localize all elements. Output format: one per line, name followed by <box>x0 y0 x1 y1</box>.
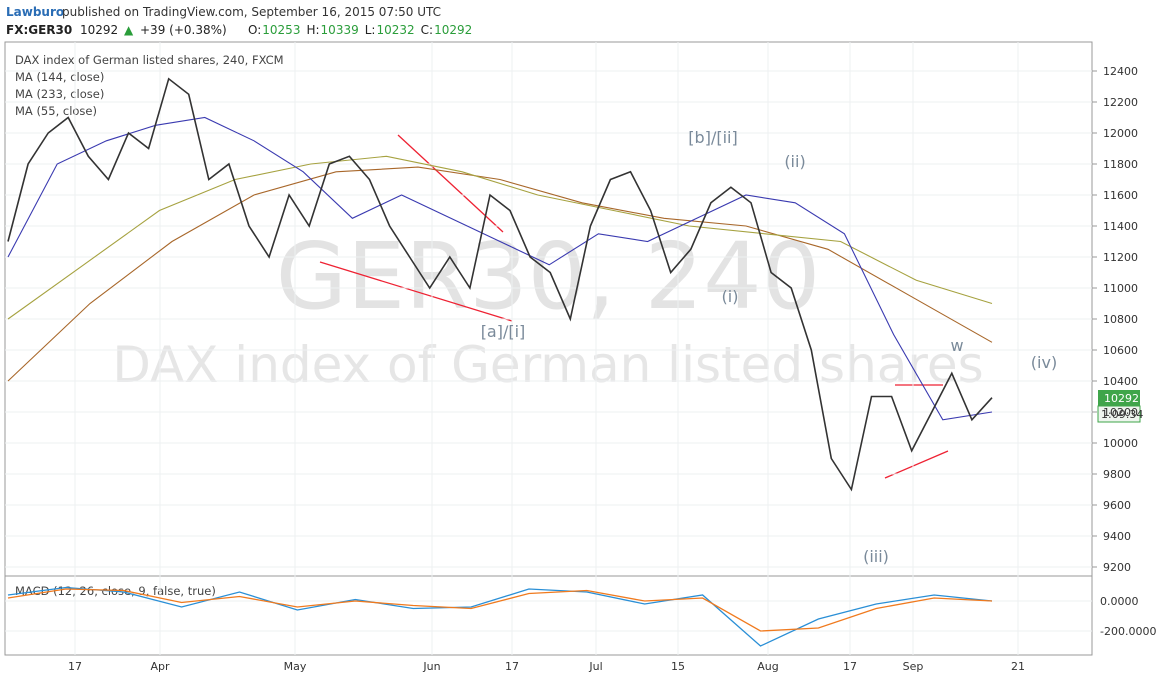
y-tick-label: 9600 <box>1103 499 1131 512</box>
y-tick-label: 12000 <box>1103 127 1138 140</box>
macd-tick-label: -200.0000 <box>1100 625 1156 638</box>
series-line <box>7 116 993 421</box>
wave-label: (iv) <box>1031 353 1057 372</box>
x-tick-label: 21 <box>1011 660 1025 673</box>
watermark-description: DAX index of German listed shares <box>112 336 983 394</box>
series-line <box>7 588 993 632</box>
x-tick-label: Aug <box>757 660 778 673</box>
x-tick-label: May <box>284 660 307 673</box>
symbol: FX:GER30 <box>6 23 72 37</box>
wave-label: (iii) <box>863 547 889 566</box>
author[interactable]: Lawburo <box>6 5 64 19</box>
y-tick-label: 11400 <box>1103 220 1138 233</box>
x-tick-label: Sep <box>903 660 924 673</box>
ohlc-label: O: <box>248 23 261 37</box>
ohlc-label: C: <box>421 23 433 37</box>
x-tick-label: 17 <box>843 660 857 673</box>
wave-label: (ii) <box>784 152 805 171</box>
timer-tag <box>1097 405 1141 423</box>
y-tick-label: 10400 <box>1103 375 1138 388</box>
series-line <box>7 166 993 382</box>
legend-item: MA (55, close) <box>15 104 97 118</box>
arrow: ▲ <box>124 23 134 37</box>
ohlc-value: 10339 <box>321 23 359 37</box>
y-tick-label: 9400 <box>1103 530 1131 543</box>
legend-item: MA (144, close) <box>15 70 104 84</box>
x-tick-label: Jul <box>588 660 602 673</box>
ohlc-value: 10292 <box>434 23 472 37</box>
y-tick-label: 12400 <box>1103 65 1138 78</box>
macd-tick-label: 0.0000 <box>1100 595 1139 608</box>
y-tick-label: 11600 <box>1103 189 1138 202</box>
y-tick-label: 11000 <box>1103 282 1138 295</box>
price-tag-text: 10292 <box>1104 392 1139 405</box>
y-tick-label: 10200 <box>1103 406 1138 419</box>
ohlc-value: 10253 <box>262 23 300 37</box>
wave-label: [b]/[ii] <box>688 128 737 147</box>
published: published on TradingView.com, September … <box>62 5 441 19</box>
series-line <box>7 77 993 492</box>
x-tick-label: Apr <box>150 660 170 673</box>
y-tick-label: 11200 <box>1103 251 1138 264</box>
ohlc-label: L: <box>365 23 376 37</box>
watermark: GER30, 240 <box>276 223 821 330</box>
x-tick-label: Jun <box>422 660 440 673</box>
x-tick-label: 17 <box>505 660 519 673</box>
y-tick-label: 11800 <box>1103 158 1138 171</box>
series-line <box>7 155 993 320</box>
last: 10292 <box>80 23 118 37</box>
x-tick-label: 15 <box>671 660 685 673</box>
frame <box>4 41 1093 656</box>
price-tag <box>1098 390 1140 406</box>
x-tick-label: 17 <box>68 660 82 673</box>
legend-title: DAX index of German listed shares, 240, … <box>15 53 284 67</box>
y-tick-label: 10800 <box>1103 313 1138 326</box>
y-tick-label: 12200 <box>1103 96 1138 109</box>
ohlc-value: 10232 <box>376 23 414 37</box>
wave-label: (i) <box>722 287 739 306</box>
y-tick-label: 9800 <box>1103 468 1131 481</box>
y-tick-label: 10000 <box>1103 437 1138 450</box>
timer-tag-text: 1:09:34 <box>1101 408 1143 421</box>
wave-label: [a]/[i] <box>481 322 526 341</box>
series-line <box>7 586 993 647</box>
y-tick-label: 9200 <box>1103 561 1131 574</box>
legend-item: MA (233, close) <box>15 87 104 101</box>
y-tick-label: 10600 <box>1103 344 1138 357</box>
ohlc-label: H: <box>306 23 319 37</box>
change: +39 (+0.38%) <box>140 23 227 37</box>
wave-label: w <box>950 336 963 355</box>
